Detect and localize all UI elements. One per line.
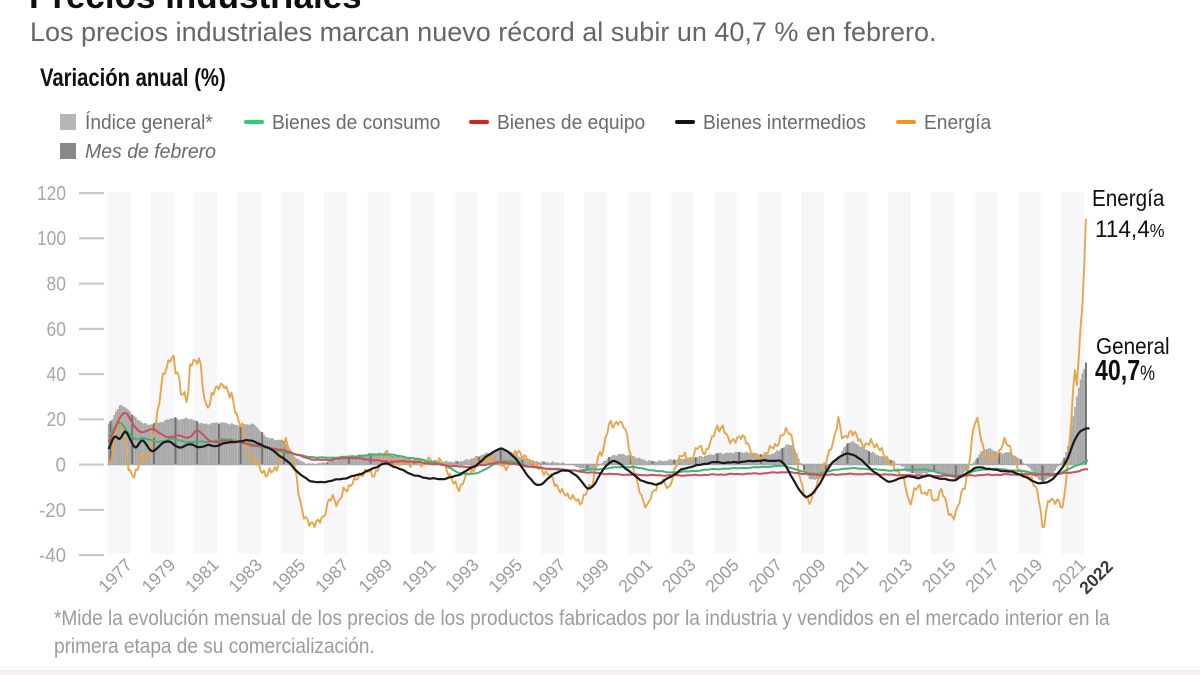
svg-text:1977: 1977 (94, 555, 136, 597)
svg-text:1987: 1987 (311, 555, 353, 597)
svg-text:-20: -20 (39, 500, 66, 522)
svg-text:2005: 2005 (701, 555, 743, 597)
svg-text:1979: 1979 (138, 555, 180, 597)
svg-text:2011: 2011 (831, 556, 872, 597)
svg-text:100: 100 (37, 228, 66, 250)
svg-text:20: 20 (47, 409, 67, 431)
svg-text:2009: 2009 (788, 555, 830, 597)
svg-text:2019: 2019 (1005, 555, 1047, 597)
svg-text:1993: 1993 (441, 555, 483, 597)
svg-text:120: 120 (37, 183, 66, 205)
svg-text:1999: 1999 (571, 555, 613, 597)
svg-text:80: 80 (47, 274, 67, 296)
svg-text:1983: 1983 (224, 555, 266, 597)
svg-text:1991: 1991 (398, 555, 440, 597)
svg-text:1989: 1989 (354, 555, 396, 597)
svg-text:2015: 2015 (918, 555, 960, 597)
svg-text:40: 40 (47, 364, 67, 386)
svg-text:0: 0 (56, 455, 67, 477)
svg-text:2017: 2017 (961, 555, 1003, 597)
svg-text:2003: 2003 (658, 555, 700, 597)
svg-text:2007: 2007 (745, 555, 787, 597)
svg-text:1995: 1995 (484, 555, 526, 597)
svg-text:60: 60 (47, 319, 67, 341)
svg-text:1985: 1985 (268, 555, 310, 597)
svg-text:1997: 1997 (528, 555, 570, 597)
svg-text:1981: 1981 (181, 555, 223, 597)
svg-text:-40: -40 (39, 545, 66, 567)
svg-text:2013: 2013 (875, 555, 917, 597)
svg-text:2001: 2001 (614, 555, 656, 597)
